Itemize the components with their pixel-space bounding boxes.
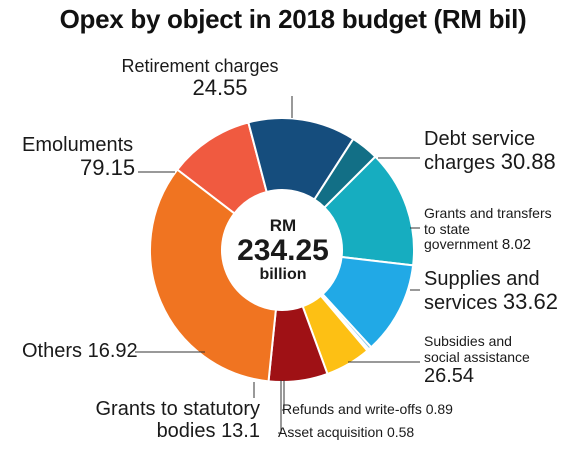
center-label: RM 234.25 billion [226, 216, 340, 284]
label-grants-state-3: government [424, 236, 502, 253]
center-total: 234.25 [237, 234, 329, 267]
label-supplies: Supplies and services 33.62 [424, 268, 558, 315]
label-grants-state-2: to state [424, 220, 470, 237]
label-emoluments-name: Emoluments [22, 134, 134, 156]
label-statutory-value: 13.1 [221, 420, 260, 443]
label-statutory-name: Grants to statutory [95, 398, 260, 420]
label-subsidies-1: Subsidies and [424, 333, 512, 349]
label-supplies-name-2: services [424, 292, 503, 315]
center-currency: RM [269, 216, 297, 235]
leader-lines [135, 96, 420, 434]
leader-refunds [282, 380, 285, 411]
label-refunds: Refunds and write-offs 0.89 [282, 401, 453, 417]
label-subsidies-2: social assistance [424, 348, 530, 365]
label-emoluments: Emoluments 79.15 [22, 134, 135, 181]
label-others-value: 16.92 [87, 340, 138, 362]
label-supplies-value: 33.62 [502, 289, 558, 315]
label-debt-name: Debt service [424, 128, 536, 150]
label-retirement-name: Retirement charges [121, 56, 279, 76]
label-asset: Asset acquisition 0.58 [278, 424, 415, 440]
leader-asset [278, 380, 282, 434]
label-others: Others 16.92 [22, 340, 138, 362]
label-debt-value: 30.88 [500, 149, 556, 175]
center-unit: billion [259, 266, 307, 283]
label-subsidies: Subsidies and social assistance 26.54 [424, 333, 530, 388]
label-retirement-value: 24.55 [192, 75, 248, 101]
label-statutory-name-2: bodies [156, 420, 222, 443]
label-statutory: Grants to statutory bodies 13.1 [78, 398, 260, 443]
label-debt-name-2: charges [424, 152, 501, 175]
label-debt: Debt service charges 30.88 [424, 128, 556, 175]
label-emoluments-value: 79.15 [80, 155, 136, 181]
chart-title: Opex by object in 2018 budget (RM bil) [59, 4, 527, 34]
donut-slices [149, 117, 415, 383]
label-others-name: Others [22, 340, 88, 362]
label-subsidies-value: 26.54 [424, 365, 475, 388]
label-retirement: Retirement charges 24.55 [90, 56, 310, 101]
label-grants-state: Grants and transfers to state government… [424, 205, 552, 254]
label-grants-state-1: Grants and transfers [424, 205, 552, 221]
label-supplies-name: Supplies and [424, 268, 540, 290]
label-grants-state-value: 8.02 [501, 236, 532, 254]
